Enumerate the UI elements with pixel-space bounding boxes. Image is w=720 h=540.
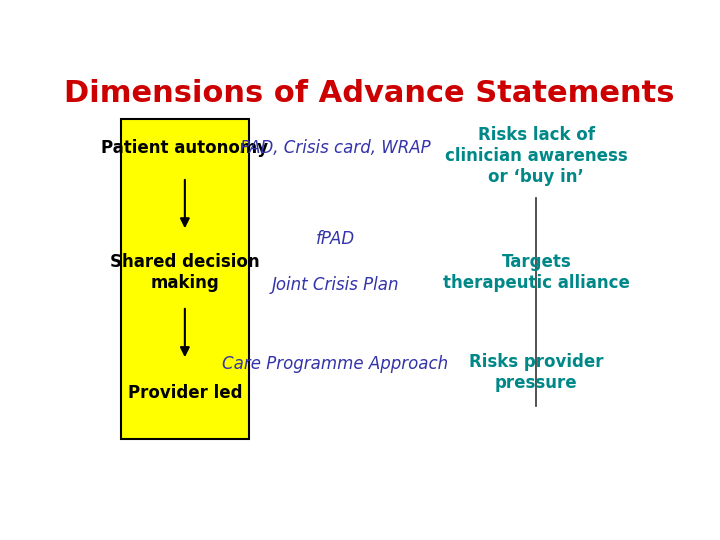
- Text: PAD, Crisis card, WRAP: PAD, Crisis card, WRAP: [240, 139, 431, 157]
- Text: fPAD: fPAD: [316, 231, 355, 248]
- Text: Targets
therapeutic alliance: Targets therapeutic alliance: [443, 253, 630, 292]
- Text: Provider led: Provider led: [127, 384, 242, 402]
- Text: Care Programme Approach: Care Programme Approach: [222, 355, 449, 373]
- Text: Shared decision
making: Shared decision making: [110, 253, 260, 292]
- Text: Joint Crisis Plan: Joint Crisis Plan: [271, 276, 400, 294]
- FancyBboxPatch shape: [121, 119, 249, 439]
- Text: Patient autonomy: Patient autonomy: [102, 139, 269, 157]
- Text: Risks provider
pressure: Risks provider pressure: [469, 353, 603, 392]
- Text: Risks lack of
clinician awareness
or ‘buy in’: Risks lack of clinician awareness or ‘bu…: [445, 126, 628, 186]
- Text: Dimensions of Advance Statements: Dimensions of Advance Statements: [64, 79, 674, 109]
